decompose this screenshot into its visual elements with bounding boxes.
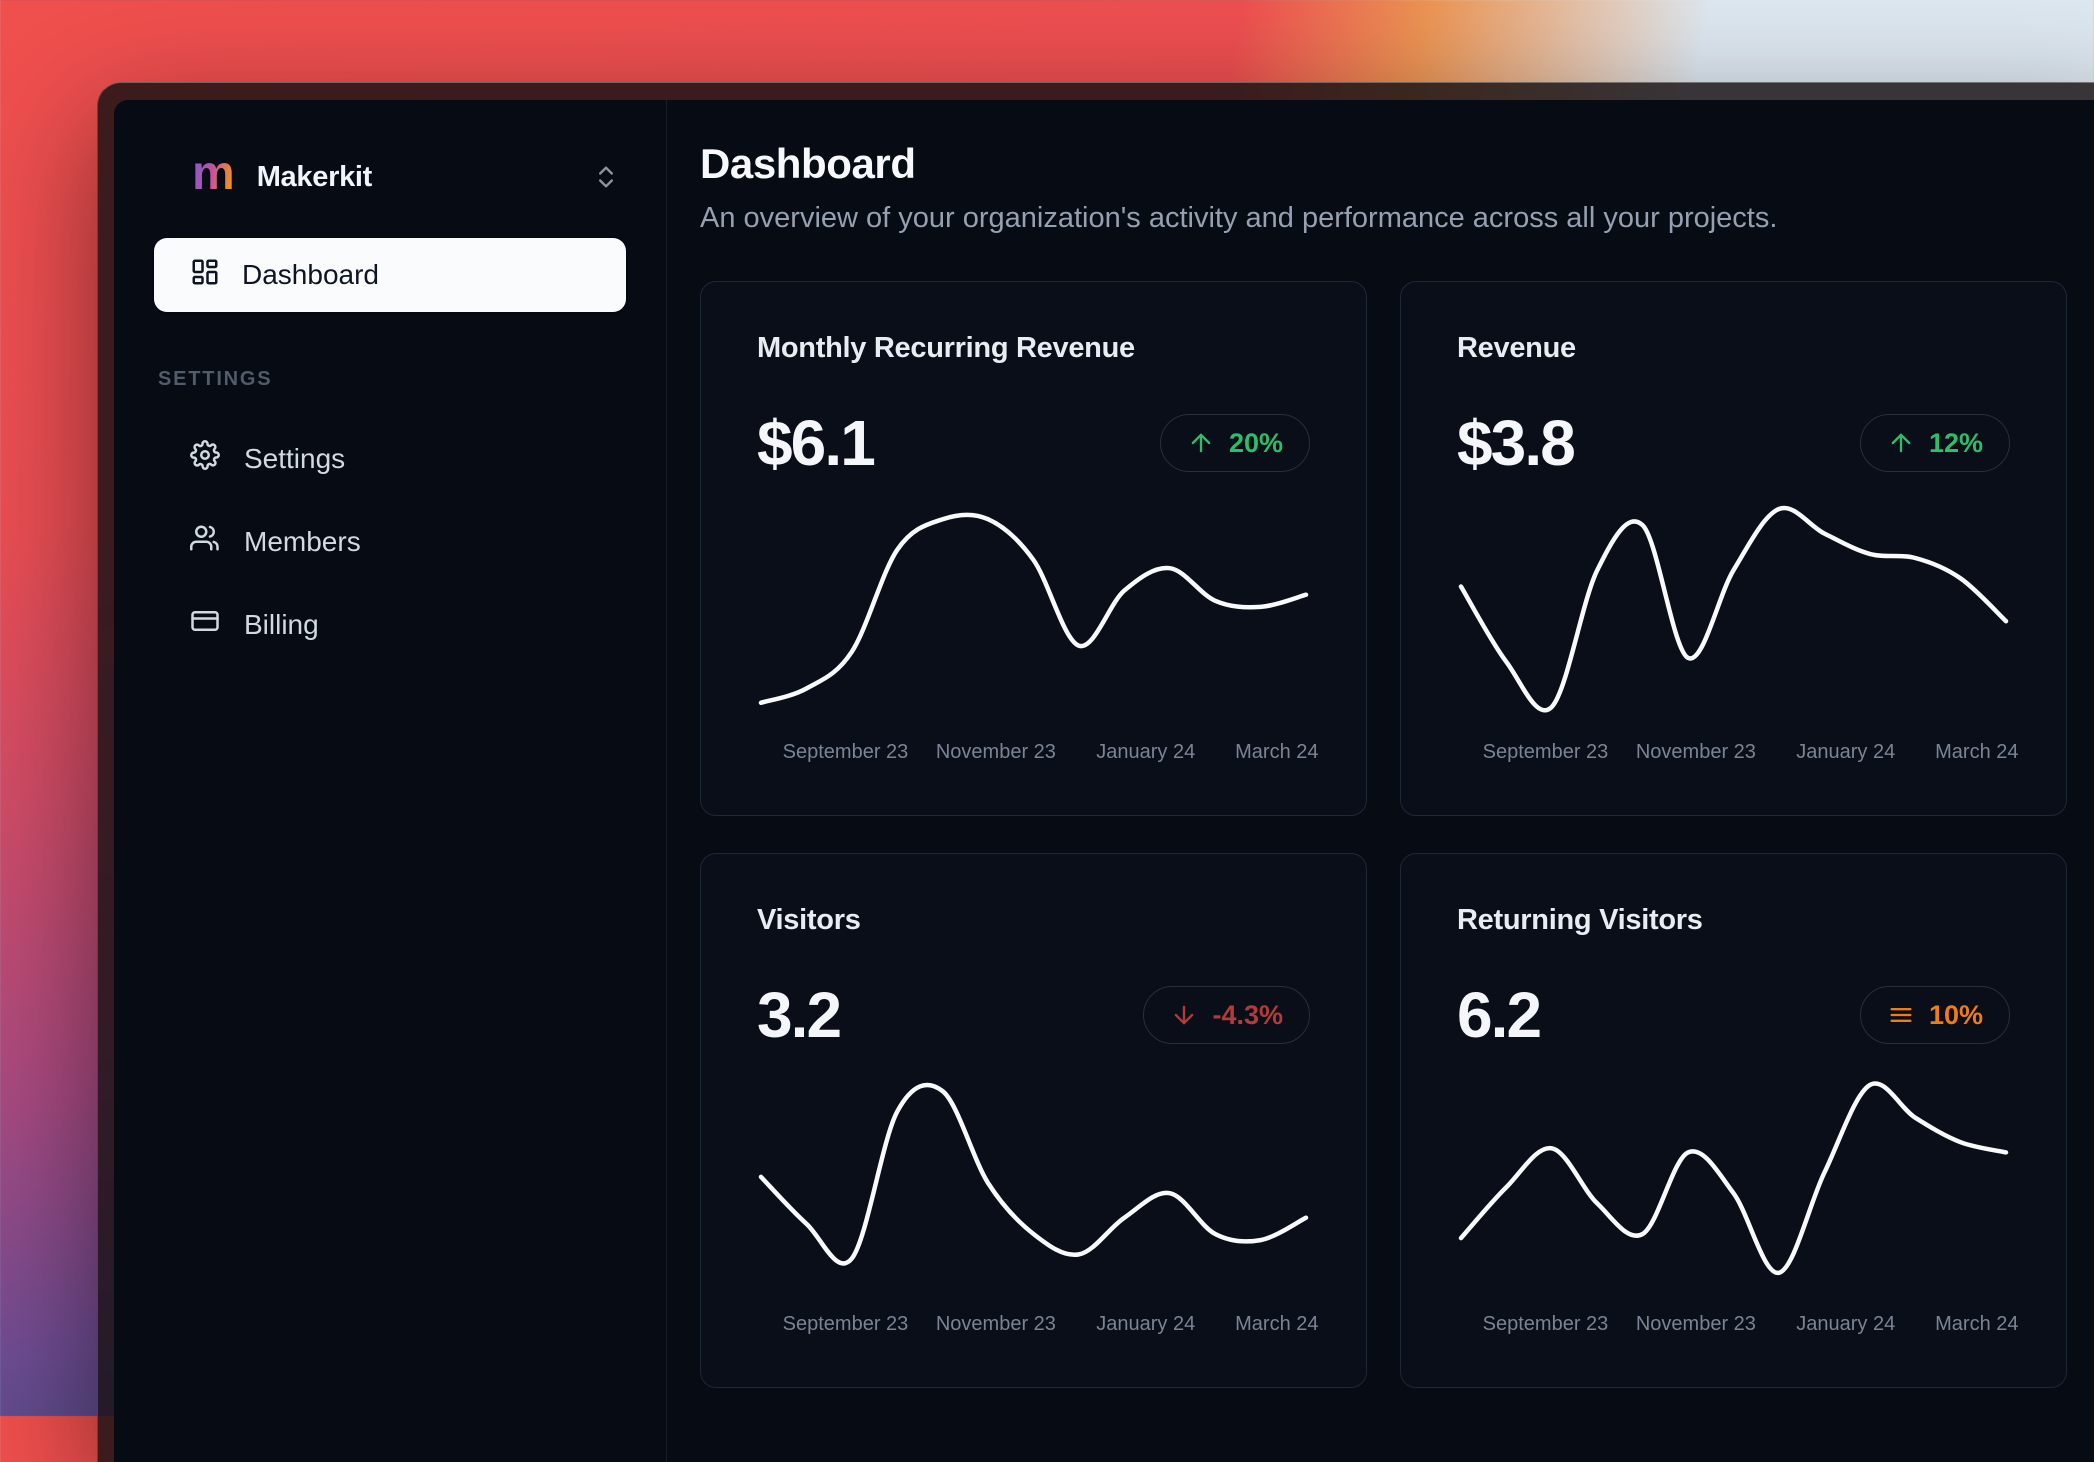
sidebar-item-label: Dashboard xyxy=(242,259,379,290)
sidebar-item-label: Members xyxy=(244,525,361,557)
users-icon xyxy=(190,523,220,560)
card-title: Revenue xyxy=(1457,332,1576,364)
metric-value: 3.2 xyxy=(757,979,842,1051)
sidebar-item-label: Settings xyxy=(244,442,346,474)
x-tick: September 23 xyxy=(782,741,909,763)
trend-up-arrow-icon xyxy=(1191,433,1211,453)
trend-label: 20% xyxy=(1228,427,1283,458)
trend-badge: 12% xyxy=(1859,414,2010,472)
trend-label: 12% xyxy=(1928,427,1983,458)
trend-badge: 20% xyxy=(1159,414,1310,472)
card-title: Monthly Recurring Revenue xyxy=(757,332,1135,364)
x-tick: March 24 xyxy=(1935,741,2019,763)
team-name: Makerkit xyxy=(256,160,373,193)
sidebar-item-dashboard[interactable]: Dashboard xyxy=(154,238,626,312)
trend-badge: -4.3% xyxy=(1143,986,1310,1044)
team-selector[interactable]: m Makerkit xyxy=(154,146,626,208)
sidebar: m Makerkit Dashboard SETTINGS Setti xyxy=(114,100,667,1462)
dashboard-grid-icon xyxy=(190,257,220,294)
trend-badge: 10% xyxy=(1859,986,2010,1044)
x-tick: March 24 xyxy=(1235,1313,1319,1335)
credit-card-icon xyxy=(190,606,220,643)
card-visitors: Visitors 3.2 -4.3% Septem xyxy=(700,853,1367,1388)
app-surface: m Makerkit Dashboard SETTINGS Setti xyxy=(114,100,2094,1462)
line-chart xyxy=(757,497,1310,729)
x-tick: September 23 xyxy=(1482,741,1609,763)
x-axis-labels: September 23 November 23 January 24 Marc… xyxy=(1457,741,2019,775)
card-returning-visitors: Returning Visitors 6.2 10% xyxy=(1400,853,2067,1388)
page-subtitle: An overview of your organization's activ… xyxy=(700,202,1778,234)
x-tick: November 23 xyxy=(1635,1313,1756,1335)
line-chart xyxy=(757,1069,1310,1301)
x-tick: November 23 xyxy=(1635,741,1756,763)
trend-up-arrow-icon xyxy=(1891,433,1911,453)
x-axis-labels: September 23 November 23 January 24 Marc… xyxy=(1457,1313,2019,1347)
card-title: Visitors xyxy=(757,904,861,936)
trend-label: 10% xyxy=(1928,999,1983,1030)
gear-icon xyxy=(190,440,220,477)
metrics-grid: Monthly Recurring Revenue $6.1 20% xyxy=(700,281,2094,1388)
x-tick: January 24 xyxy=(1796,741,1896,763)
trend-down-arrow-icon xyxy=(1175,1005,1194,1025)
page-title: Dashboard xyxy=(700,140,916,187)
makerkit-logo-icon: m xyxy=(192,147,235,200)
x-tick: January 24 xyxy=(1096,1313,1196,1335)
metric-value: $3.8 xyxy=(1457,407,1576,479)
line-chart xyxy=(1457,497,2010,729)
sidebar-item-billing[interactable]: Billing xyxy=(154,597,626,652)
trend-label: -4.3% xyxy=(1212,999,1283,1030)
x-tick: January 24 xyxy=(1096,741,1196,763)
metric-value: 6.2 xyxy=(1457,979,1542,1051)
x-tick: March 24 xyxy=(1935,1313,2019,1335)
settings-section-label: SETTINGS xyxy=(158,368,273,390)
sidebar-item-label: Billing xyxy=(244,608,319,640)
x-tick: January 24 xyxy=(1796,1313,1896,1335)
x-tick: November 23 xyxy=(935,1313,1056,1335)
x-tick: November 23 xyxy=(935,741,1056,763)
x-axis-labels: September 23 November 23 January 24 Marc… xyxy=(757,1313,1319,1347)
app-window: m Makerkit Dashboard SETTINGS Setti xyxy=(97,82,2094,1462)
chevrons-up-down-icon xyxy=(592,163,620,191)
x-tick: September 23 xyxy=(1482,1313,1609,1335)
settings-nav: Settings Members Billing xyxy=(154,431,626,652)
x-axis-labels: September 23 November 23 January 24 Marc… xyxy=(757,741,1319,775)
card-monthly-recurring-revenue: Monthly Recurring Revenue $6.1 20% xyxy=(700,281,1367,816)
card-revenue: Revenue $3.8 12% Septembe xyxy=(1400,281,2067,816)
sidebar-item-settings[interactable]: Settings xyxy=(154,431,626,486)
line-chart xyxy=(1457,1069,2010,1301)
trend-flat-lines-icon xyxy=(1890,1008,1912,1022)
x-tick: September 23 xyxy=(782,1313,909,1335)
main-content: Dashboard An overview of your organizati… xyxy=(667,100,2094,1462)
sidebar-item-members[interactable]: Members xyxy=(154,514,626,569)
metric-value: $6.1 xyxy=(757,407,876,479)
card-title: Returning Visitors xyxy=(1457,904,1703,936)
x-tick: March 24 xyxy=(1235,741,1319,763)
